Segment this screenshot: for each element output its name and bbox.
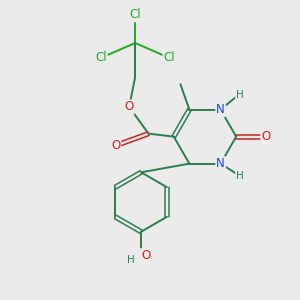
Text: Cl: Cl bbox=[164, 51, 175, 64]
Text: O: O bbox=[261, 130, 271, 143]
Text: H: H bbox=[236, 170, 244, 181]
Text: Cl: Cl bbox=[95, 51, 107, 64]
Text: H: H bbox=[236, 90, 244, 100]
Text: O: O bbox=[111, 139, 120, 152]
Text: H: H bbox=[127, 255, 135, 265]
Text: N: N bbox=[216, 103, 225, 116]
Text: O: O bbox=[124, 100, 134, 113]
Text: O: O bbox=[141, 249, 150, 262]
Text: Cl: Cl bbox=[129, 8, 141, 21]
Text: N: N bbox=[216, 157, 225, 170]
